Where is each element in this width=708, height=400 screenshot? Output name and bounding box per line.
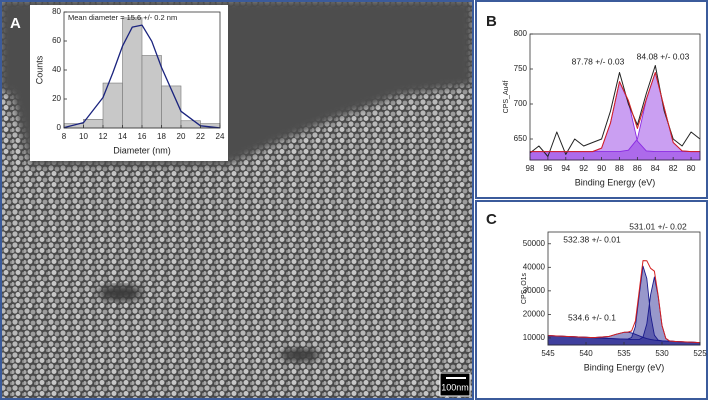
x-tick-label: 530 bbox=[655, 349, 669, 358]
y-tick-label: 60 bbox=[52, 36, 61, 45]
x-tick-label: 10 bbox=[79, 132, 88, 141]
annotation: 532.38 +/- 0.01 bbox=[563, 234, 621, 244]
y-tick-label: 750 bbox=[514, 64, 528, 73]
bar bbox=[122, 17, 143, 129]
x-tick-label: 540 bbox=[579, 349, 593, 358]
bar bbox=[83, 119, 104, 129]
curve bbox=[530, 72, 700, 153]
bar bbox=[161, 85, 182, 129]
y-tick-label: 50000 bbox=[523, 239, 546, 248]
y-tick-label: 30000 bbox=[523, 286, 546, 295]
panel-label: C bbox=[486, 211, 497, 228]
y-tick-label: 10000 bbox=[523, 333, 546, 342]
panel-frame bbox=[0, 0, 474, 400]
x-tick-label: 92 bbox=[579, 164, 588, 173]
y-tick-label: 0 bbox=[57, 123, 62, 132]
y-axis-label: CPS_O1s bbox=[521, 272, 528, 304]
x-axis-label: Binding Energy (eV) bbox=[575, 177, 656, 187]
scale-bar-label: 100nm bbox=[441, 382, 469, 392]
curve bbox=[63, 24, 221, 129]
x-tick-label: 96 bbox=[543, 164, 552, 173]
curve bbox=[529, 65, 701, 157]
x-tick-label: 24 bbox=[216, 132, 225, 141]
x-tick-label: 12 bbox=[99, 132, 108, 141]
x-tick-label: 18 bbox=[157, 132, 166, 141]
x-tick-label: 94 bbox=[561, 164, 570, 173]
x-tick-label: 8 bbox=[62, 132, 67, 141]
x-tick-label: 535 bbox=[617, 349, 631, 358]
curve bbox=[547, 260, 701, 344]
x-tick-label: 80 bbox=[687, 164, 696, 173]
annotation: Mean diameter = 15.6 +/- 0.2 nm bbox=[68, 13, 177, 22]
y-tick-label: 650 bbox=[514, 134, 528, 143]
x-tick-label: 84 bbox=[651, 164, 660, 173]
x-tick-label: 82 bbox=[669, 164, 678, 173]
y-tick-label: 800 bbox=[514, 29, 528, 38]
x-axis-label: Binding Energy (eV) bbox=[584, 362, 665, 372]
y-axis-label: Counts bbox=[34, 55, 44, 84]
x-tick-label: 90 bbox=[597, 164, 606, 173]
x-tick-label: 88 bbox=[615, 164, 624, 173]
annotation: 534.6 +/- 0.1 bbox=[568, 312, 616, 322]
annotation: 84.08 +/- 0.03 bbox=[637, 51, 690, 61]
x-tick-label: 545 bbox=[541, 349, 555, 358]
y-tick-label: 80 bbox=[52, 7, 61, 16]
x-axis-label: Diameter (nm) bbox=[113, 145, 171, 155]
y-axis-label: CPS_Au4f bbox=[503, 81, 510, 114]
x-tick-label: 86 bbox=[633, 164, 642, 173]
y-tick-label: 40000 bbox=[523, 262, 546, 271]
y-tick-label: 20000 bbox=[523, 310, 546, 319]
y-tick-label: 700 bbox=[514, 99, 528, 108]
panel-label: A bbox=[10, 15, 21, 32]
panel-frame bbox=[475, 200, 708, 400]
annotation: 87.78 +/- 0.03 bbox=[572, 56, 625, 66]
x-tick-label: 20 bbox=[177, 132, 186, 141]
bar bbox=[141, 55, 162, 129]
panel-label: B bbox=[486, 13, 497, 30]
y-tick-label: 40 bbox=[52, 65, 61, 74]
x-tick-label: 525 bbox=[693, 349, 707, 358]
y-tick-label: 20 bbox=[52, 94, 61, 103]
annotation: 531.01 +/- 0.02 bbox=[629, 221, 687, 231]
x-tick-label: 14 bbox=[118, 132, 127, 141]
plot-frame bbox=[529, 33, 701, 161]
x-tick-label: 16 bbox=[138, 132, 147, 141]
x-tick-label: 98 bbox=[526, 164, 535, 173]
x-tick-label: 22 bbox=[196, 132, 205, 141]
